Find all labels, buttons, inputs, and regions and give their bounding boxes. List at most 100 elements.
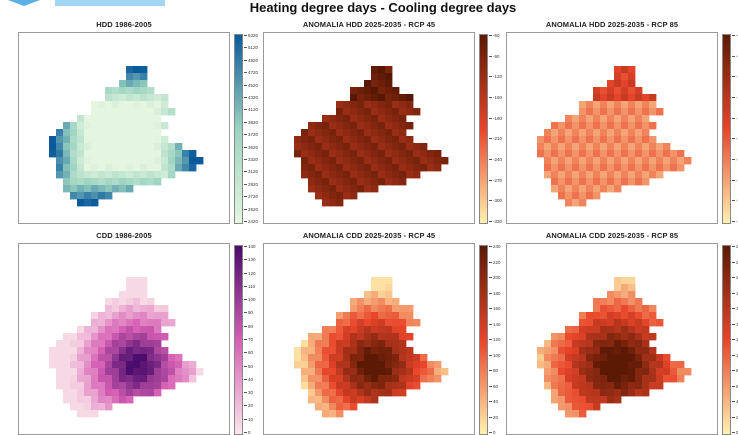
map-cell [406,347,414,355]
map-cell [544,150,552,158]
map-cell [336,101,344,109]
map-cell [579,164,587,172]
map-cell [119,298,127,306]
map-cell [119,122,127,130]
map-cell [343,389,351,397]
map-cell [642,368,650,376]
map-cell [600,185,608,193]
map-cell [329,157,337,165]
map-cell [126,340,134,348]
map-cell [614,164,622,172]
map-cell [621,284,629,292]
map-cell [63,361,71,369]
map-cell [343,122,351,130]
map-cell [544,164,552,172]
map-cell [385,319,393,327]
map-cell [315,403,323,411]
map-cell [357,136,365,144]
map-cell [91,129,99,137]
map-cell [357,347,365,355]
map-cell [147,157,155,165]
map-cell [385,368,393,376]
map-cell [628,150,636,158]
map-cell [119,94,127,102]
map-cell [336,150,344,158]
map-cell [105,185,113,193]
map-cell [642,382,650,390]
map-cell [161,150,169,158]
map-cell [329,361,337,369]
map-cell [63,122,71,130]
map-cell [126,326,134,334]
map-cell [385,361,393,369]
map-cell [551,150,559,158]
map-cell [301,157,309,165]
map-cell [168,143,176,151]
map-cell [586,143,594,151]
map-cell [364,143,372,151]
map-cell [399,347,407,355]
map-cell [399,108,407,116]
map-cell [364,171,372,179]
map-cell [406,94,414,102]
map-cell [593,389,601,397]
map-cell [642,171,650,179]
map-cell [628,382,636,390]
map-cell [558,333,566,341]
map-cell [656,143,664,151]
map-cell [336,171,344,179]
map-cell [357,87,365,95]
map-cell [126,333,134,341]
map-cell [364,382,372,390]
map-cell [558,354,566,362]
map-cell [621,354,629,362]
map-cell [614,178,622,186]
map-cell [572,185,580,193]
map-cell [56,354,64,362]
map-cell [315,171,323,179]
map-cell [572,361,580,369]
map-cell [105,108,113,116]
map-cell [336,129,344,137]
map-cell [105,136,113,144]
colorbar-tick-label: -12 [732,74,738,79]
map-cell [350,396,358,404]
map-cell [385,143,393,151]
map-cell [329,354,337,362]
map-cell [140,382,148,390]
map-cell [98,389,106,397]
map-cell [600,368,608,376]
map-cell [84,340,92,348]
map-cell [343,312,351,320]
colorbar-tick-label: 140 [244,244,256,249]
map-cell [336,375,344,383]
map-cell [565,382,573,390]
map-cell [642,136,650,144]
map-cell [315,178,323,186]
map-cell [364,298,372,306]
map-cell [621,298,629,306]
map-cell [371,340,379,348]
map-cell [656,361,664,369]
map-cell [308,389,316,397]
map-cell [565,157,573,165]
map-cell [301,375,309,383]
map-cell [593,368,601,376]
map-cell [70,185,78,193]
map-cell [77,157,85,165]
map-cell [140,122,148,130]
map-cell [684,368,692,376]
map-cell [572,396,580,404]
map-cell [154,101,162,109]
map-cell [663,157,671,165]
map-cell [572,199,580,207]
map-cell [371,66,379,74]
map-cell [628,80,636,88]
map-cell [399,312,407,320]
map-cell [607,298,615,306]
map-cell [413,150,421,158]
map-cell [168,157,176,165]
map-cell [154,312,162,320]
map-cell [112,185,120,193]
map-cell [301,129,309,137]
